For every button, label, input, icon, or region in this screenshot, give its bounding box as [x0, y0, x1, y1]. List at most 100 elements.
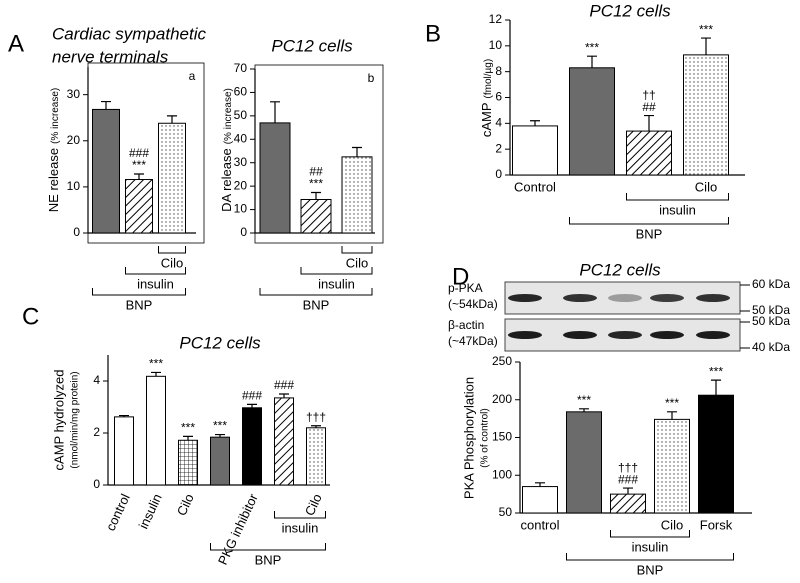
- bracket-label: BNP: [255, 552, 282, 567]
- y-tick-label: 70: [234, 61, 248, 75]
- y-axis-unit: (nmol/min/mg protein): [70, 371, 81, 468]
- error-bar: [579, 408, 589, 412]
- bar: [114, 416, 134, 486]
- y-tick-label: 150: [492, 430, 512, 444]
- y-tick-label: 0: [495, 167, 502, 181]
- blot-label: p-PKA: [448, 281, 483, 295]
- y-tick-label: 30: [234, 155, 248, 169]
- bracket-label: Cilo: [161, 255, 183, 270]
- bar: [341, 156, 373, 234]
- x-tick-label: Control: [514, 179, 556, 194]
- y-axis-label-text: NE release: [46, 148, 61, 212]
- marker-label: 40 kDa: [752, 340, 790, 354]
- marker-label: 50 kDa: [752, 303, 790, 317]
- x-tick-label: Cilo: [174, 491, 197, 518]
- error-bar: [701, 37, 711, 55]
- bracket-label: BNP: [303, 297, 330, 312]
- bracket: [259, 288, 373, 296]
- panel-tag: a: [189, 69, 196, 83]
- error-bar: [623, 487, 633, 495]
- significance: ##: [642, 100, 656, 114]
- error-bar: [183, 435, 193, 441]
- bracket-label: BNP: [126, 297, 153, 312]
- bar: [522, 486, 558, 514]
- error-bar: [167, 115, 177, 124]
- y-tick-label: 20: [67, 133, 81, 147]
- significance: ###: [618, 472, 638, 486]
- bracket-label: insulin: [659, 202, 696, 217]
- error-bar: [667, 411, 677, 420]
- bar: [259, 122, 291, 234]
- error-bar: [587, 55, 597, 68]
- bracket-label: insulin: [318, 276, 355, 291]
- panel-label: D: [452, 263, 469, 290]
- y-axis-unit: (fmol/µg): [483, 59, 494, 99]
- marker-label: 60 kDa: [752, 277, 790, 291]
- bracket: [569, 217, 729, 225]
- error-bar: [134, 173, 144, 180]
- bar: [698, 394, 734, 514]
- bracket: [274, 511, 326, 519]
- significance: ***: [577, 393, 591, 407]
- y-tick-label: 0: [73, 225, 80, 239]
- error-bar: [270, 101, 280, 123]
- bracket: [125, 267, 186, 275]
- bar: [210, 436, 230, 486]
- significance: ***: [585, 40, 599, 54]
- bar: [654, 418, 690, 514]
- chart-title: PC12 cells: [579, 260, 661, 279]
- x-tick-label: Cilo: [695, 179, 717, 194]
- blot-band: [608, 294, 642, 302]
- blot-band: [508, 294, 542, 302]
- bar: [569, 67, 615, 176]
- bar: [178, 439, 198, 486]
- bar: [92, 108, 120, 234]
- blot-band: [650, 294, 684, 302]
- error-bar: [119, 414, 129, 417]
- y-tick-label: 4: [93, 373, 100, 387]
- y-tick-label: 100: [492, 467, 512, 481]
- blot-band: [508, 331, 542, 339]
- x-tick-label: control: [103, 491, 133, 533]
- blot-band: [696, 331, 730, 339]
- y-tick-label: 40: [234, 131, 248, 145]
- bar: [626, 130, 672, 176]
- marker-label: 50 kDa: [752, 314, 790, 328]
- chart-title: Cardiac sympathetic: [52, 24, 207, 43]
- chart-title: PC12 cells: [179, 333, 261, 352]
- y-axis-unit: (% of control): [480, 408, 491, 467]
- chart-title: PC12 cells: [271, 36, 353, 55]
- y-tick-label: 4: [495, 116, 502, 130]
- chart-title: PC12 cells: [589, 1, 671, 20]
- x-tick-label: control: [520, 517, 559, 532]
- bracket-label: insulin: [632, 539, 669, 554]
- significance: ***: [181, 421, 195, 435]
- error-bar: [535, 482, 545, 487]
- error-bar: [711, 379, 721, 396]
- y-axis-label: cAMP hydrolyzed: [51, 370, 66, 471]
- y-tick-label: 50: [234, 108, 248, 122]
- y-tick-label: 10: [67, 179, 81, 193]
- bracket-label: BNP: [637, 562, 664, 577]
- significance: ***: [709, 364, 723, 378]
- panel-label: A: [8, 30, 24, 57]
- bracket-label: insulin: [282, 520, 319, 535]
- error-bar: [311, 191, 321, 200]
- blot-size: (~47kDa): [448, 334, 498, 348]
- error-bar: [215, 433, 225, 438]
- y-tick-label: 10: [489, 38, 503, 52]
- bar: [512, 125, 558, 176]
- panel-tag: b: [368, 71, 375, 85]
- bracket: [210, 543, 326, 551]
- y-axis-label: NE release (% increase): [46, 88, 61, 212]
- y-axis-label: cAMP (fmol/µg): [479, 59, 494, 137]
- error-bar: [151, 371, 161, 377]
- bar: [274, 397, 294, 486]
- y-axis-label-text: cAMP: [479, 102, 494, 137]
- bar: [300, 198, 332, 234]
- error-bar: [311, 425, 321, 428]
- y-tick-label: 10: [234, 202, 248, 216]
- significance: ***: [309, 177, 323, 191]
- blot-band: [650, 331, 684, 339]
